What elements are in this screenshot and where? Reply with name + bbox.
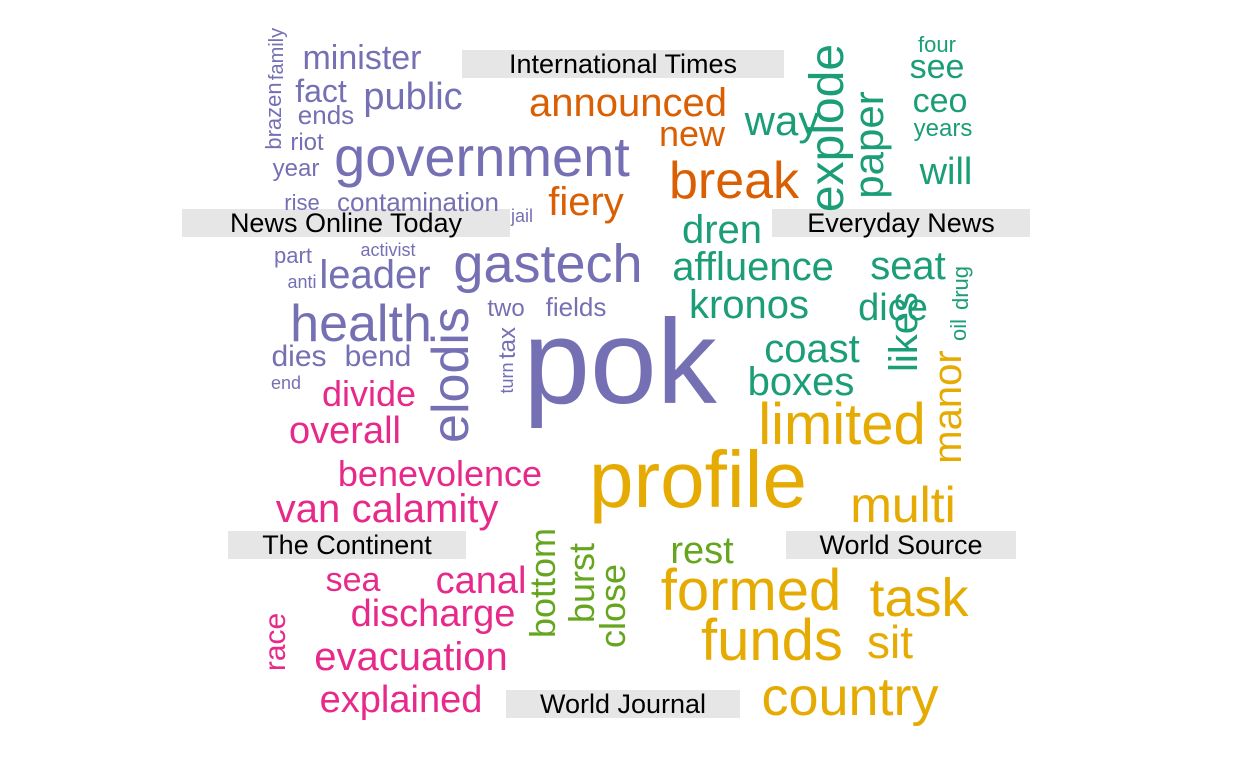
cloud-word: will	[919, 151, 973, 193]
cloud-word: country	[761, 667, 938, 727]
cloud-word: formed	[661, 558, 842, 623]
cloud-word: ends	[298, 100, 354, 130]
cloud-word: fiery	[548, 180, 624, 224]
group-label: News Online Today	[182, 208, 510, 238]
group-label-text: World Source	[819, 530, 982, 560]
cloud-word: canal	[436, 560, 527, 602]
cloud-word: announced	[529, 81, 727, 125]
cloud-word: burst	[561, 543, 602, 623]
cloud-word: manor	[926, 350, 970, 463]
cloud-word: part	[274, 243, 312, 268]
cloud-word: ceo	[913, 82, 968, 120]
cloud-word: brazen	[261, 82, 286, 149]
cloud-word: tax	[494, 327, 521, 359]
cloud-word: health	[290, 295, 432, 353]
cloud-word: sea	[326, 561, 381, 599]
cloud-word: task	[869, 568, 969, 628]
group-label-background	[786, 531, 1016, 559]
group-label: The Continent	[228, 530, 466, 560]
cloud-word: dies	[271, 340, 326, 373]
cloud-word: pok	[523, 295, 717, 429]
cloud-word: bend	[345, 340, 412, 373]
cloud-word: van	[276, 487, 341, 531]
cloud-word: calamity	[352, 487, 499, 531]
cloud-word: seat	[870, 244, 946, 288]
group-label-text: Everyday News	[807, 208, 995, 238]
group-label: Everyday News	[772, 208, 1030, 238]
group-label: World Source	[786, 530, 1016, 560]
cloud-word: year	[273, 155, 320, 182]
cloud-word: likes	[882, 292, 926, 372]
cloud-word: overall	[289, 410, 401, 452]
cloud-word: rise	[284, 190, 319, 215]
cloud-word: limited	[758, 392, 926, 457]
cloud-word: turn	[497, 362, 517, 393]
group-labels: International Times Everyday News News Onl…	[182, 49, 1030, 719]
cloud-word: family	[266, 28, 288, 80]
cloud-word: elodis	[422, 307, 480, 443]
cloud-word: oil	[946, 319, 971, 341]
group-label-background	[462, 50, 784, 78]
cloud-word: bottom	[522, 528, 563, 638]
cloud-word: break	[669, 152, 800, 210]
group-label: World Journal	[506, 689, 740, 719]
cloud-word: anti	[287, 272, 316, 292]
group-label-text: International Times	[509, 49, 737, 79]
cloud-word: new	[659, 113, 726, 154]
cloud-word: multi	[850, 477, 956, 533]
cloud-word: affluence	[672, 245, 834, 289]
cloud-word: see	[910, 48, 965, 86]
cloud-word: leader	[319, 253, 430, 297]
cloud-word: funds	[701, 608, 843, 673]
cloud-word: explained	[320, 679, 483, 721]
cloud-word: race	[259, 613, 292, 671]
cloud-word: two	[487, 295, 524, 322]
cloud-word: boxes	[748, 360, 855, 404]
cloud-word: contamination	[337, 187, 499, 217]
cloud-word: activist	[360, 240, 415, 260]
cloud-word: government	[334, 125, 630, 188]
group-label: International Times	[462, 49, 784, 79]
cloud-word: sit	[867, 616, 913, 668]
cloud-word: years	[914, 115, 973, 142]
cloud-word: evacuation	[314, 635, 507, 679]
cloud-word: minister	[302, 39, 421, 77]
group-label-background	[182, 209, 510, 237]
cloud-word: explode	[801, 44, 854, 212]
cloud-word: four	[918, 32, 956, 57]
cloud-word: riot	[290, 129, 324, 156]
cloud-word: discharge	[351, 593, 516, 635]
cloud-word: fields	[546, 292, 607, 322]
cloud-word: fact	[295, 73, 347, 109]
cloud-word: drug	[948, 266, 973, 310]
cloud-word: profile	[589, 435, 807, 524]
cloud-word: coast	[764, 327, 860, 371]
cloud-word: paper	[845, 91, 892, 198]
group-label-background	[772, 209, 1030, 237]
cloud-word: dren	[682, 208, 762, 252]
cloud-word: end	[271, 373, 301, 393]
cloud-word: public	[363, 76, 462, 118]
cloud-word: dice	[858, 287, 928, 329]
group-label-background	[228, 531, 466, 559]
cloud-word: close	[592, 564, 633, 648]
group-label-text: The Continent	[262, 530, 432, 560]
cloud-word: divide	[322, 373, 416, 414]
group-label-text: News Online Today	[230, 208, 463, 238]
cloud-word: kronos	[689, 283, 809, 327]
cloud-word: benevolence	[338, 453, 542, 494]
cloud-word: gastech	[453, 234, 642, 294]
cloud-word: way	[744, 97, 820, 144]
group-label-text: World Journal	[540, 689, 706, 719]
cloud-word: rest	[670, 530, 734, 572]
cloud-word: jail	[510, 206, 533, 226]
group-label-background	[506, 690, 740, 718]
